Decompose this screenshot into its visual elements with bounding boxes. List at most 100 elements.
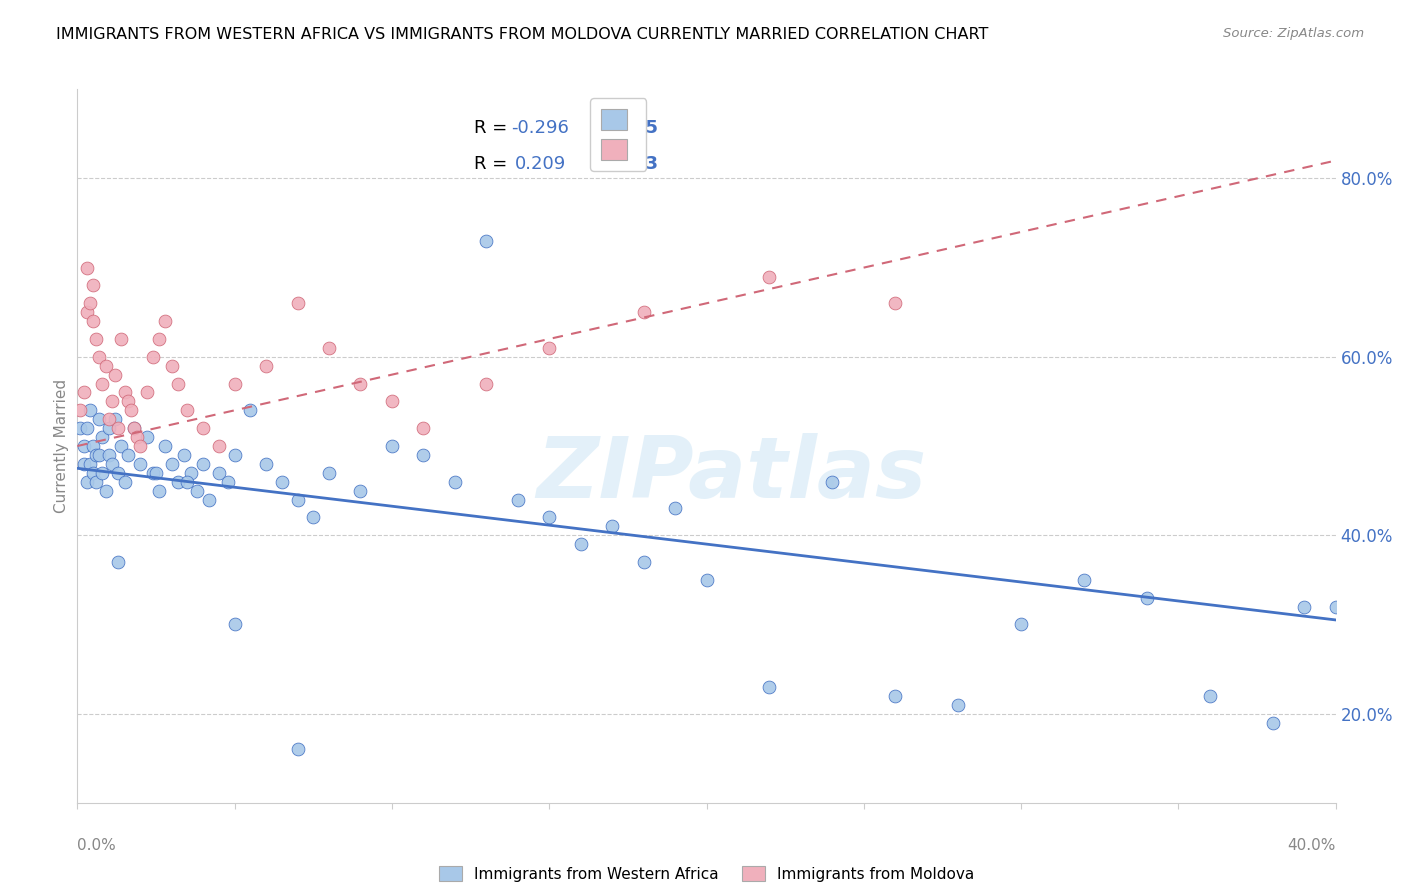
- Point: [72, 385, 94, 400]
- Point: [82, 314, 104, 328]
- Point: [1324, 599, 1347, 614]
- Point: [69, 403, 91, 417]
- Point: [107, 466, 129, 480]
- Text: 0.0%: 0.0%: [77, 838, 117, 854]
- Point: [89, 350, 111, 364]
- Point: [239, 403, 262, 417]
- Point: [91, 376, 114, 391]
- Point: [224, 448, 246, 462]
- Point: [114, 385, 136, 400]
- Point: [381, 394, 404, 409]
- Point: [186, 483, 208, 498]
- Point: [110, 439, 132, 453]
- Point: [155, 314, 177, 328]
- Text: 75: 75: [634, 120, 658, 137]
- Point: [94, 359, 117, 373]
- Point: [117, 448, 139, 462]
- Point: [114, 475, 136, 489]
- Point: [94, 483, 117, 498]
- Point: [948, 698, 970, 712]
- Point: [287, 742, 309, 756]
- Point: [664, 501, 686, 516]
- Text: R =: R =: [474, 120, 513, 137]
- Point: [84, 332, 107, 346]
- Point: [254, 359, 277, 373]
- Point: [884, 296, 907, 310]
- Point: [167, 475, 190, 489]
- Point: [254, 457, 277, 471]
- Point: [97, 421, 120, 435]
- Text: N =: N =: [599, 120, 640, 137]
- Point: [160, 359, 183, 373]
- Point: [1073, 573, 1095, 587]
- Point: [821, 475, 844, 489]
- Point: [89, 412, 111, 426]
- Point: [107, 555, 129, 569]
- Point: [110, 332, 132, 346]
- Point: [349, 376, 371, 391]
- Point: [76, 305, 98, 319]
- Point: [142, 350, 165, 364]
- Point: [72, 439, 94, 453]
- Point: [538, 510, 561, 524]
- Point: [538, 341, 561, 355]
- Point: [1136, 591, 1159, 605]
- Text: -0.296: -0.296: [512, 120, 569, 137]
- Point: [167, 376, 190, 391]
- Point: [758, 269, 780, 284]
- Point: [287, 296, 309, 310]
- Point: [173, 448, 195, 462]
- Point: [287, 492, 309, 507]
- Point: [475, 376, 498, 391]
- Point: [76, 421, 98, 435]
- Point: [191, 457, 215, 471]
- Text: N =: N =: [599, 155, 640, 173]
- Point: [208, 466, 231, 480]
- Text: 43: 43: [634, 155, 658, 173]
- Point: [82, 466, 104, 480]
- Point: [349, 483, 371, 498]
- Point: [506, 492, 529, 507]
- Text: 0.209: 0.209: [515, 155, 567, 173]
- Point: [91, 430, 114, 444]
- Point: [120, 403, 142, 417]
- Point: [91, 466, 114, 480]
- Point: [145, 466, 167, 480]
- Point: [191, 421, 215, 435]
- Point: [79, 296, 101, 310]
- Point: [600, 519, 623, 533]
- Point: [97, 412, 120, 426]
- Point: [107, 421, 129, 435]
- Point: [79, 403, 101, 417]
- Point: [696, 573, 718, 587]
- Point: [1261, 715, 1284, 730]
- Point: [129, 457, 152, 471]
- Point: [104, 412, 127, 426]
- Point: [475, 234, 498, 248]
- Point: [412, 448, 434, 462]
- Point: [97, 448, 120, 462]
- Text: ZIPatlas: ZIPatlas: [537, 433, 927, 516]
- Point: [79, 457, 101, 471]
- Point: [142, 466, 165, 480]
- Point: [148, 332, 170, 346]
- Point: [884, 689, 907, 703]
- Point: [160, 457, 183, 471]
- Point: [104, 368, 127, 382]
- Point: [208, 439, 231, 453]
- Legend: Immigrants from Western Africa, Immigrants from Moldova: Immigrants from Western Africa, Immigran…: [433, 860, 980, 888]
- Point: [176, 403, 198, 417]
- Point: [180, 466, 202, 480]
- Point: [1199, 689, 1222, 703]
- Point: [1010, 617, 1032, 632]
- Point: [633, 305, 655, 319]
- Point: [381, 439, 404, 453]
- Point: [224, 617, 246, 632]
- Point: [198, 492, 221, 507]
- Point: [135, 430, 157, 444]
- Point: [412, 421, 434, 435]
- Point: [101, 394, 124, 409]
- Point: [758, 680, 780, 694]
- Point: [89, 448, 111, 462]
- Text: 40.0%: 40.0%: [1288, 838, 1336, 854]
